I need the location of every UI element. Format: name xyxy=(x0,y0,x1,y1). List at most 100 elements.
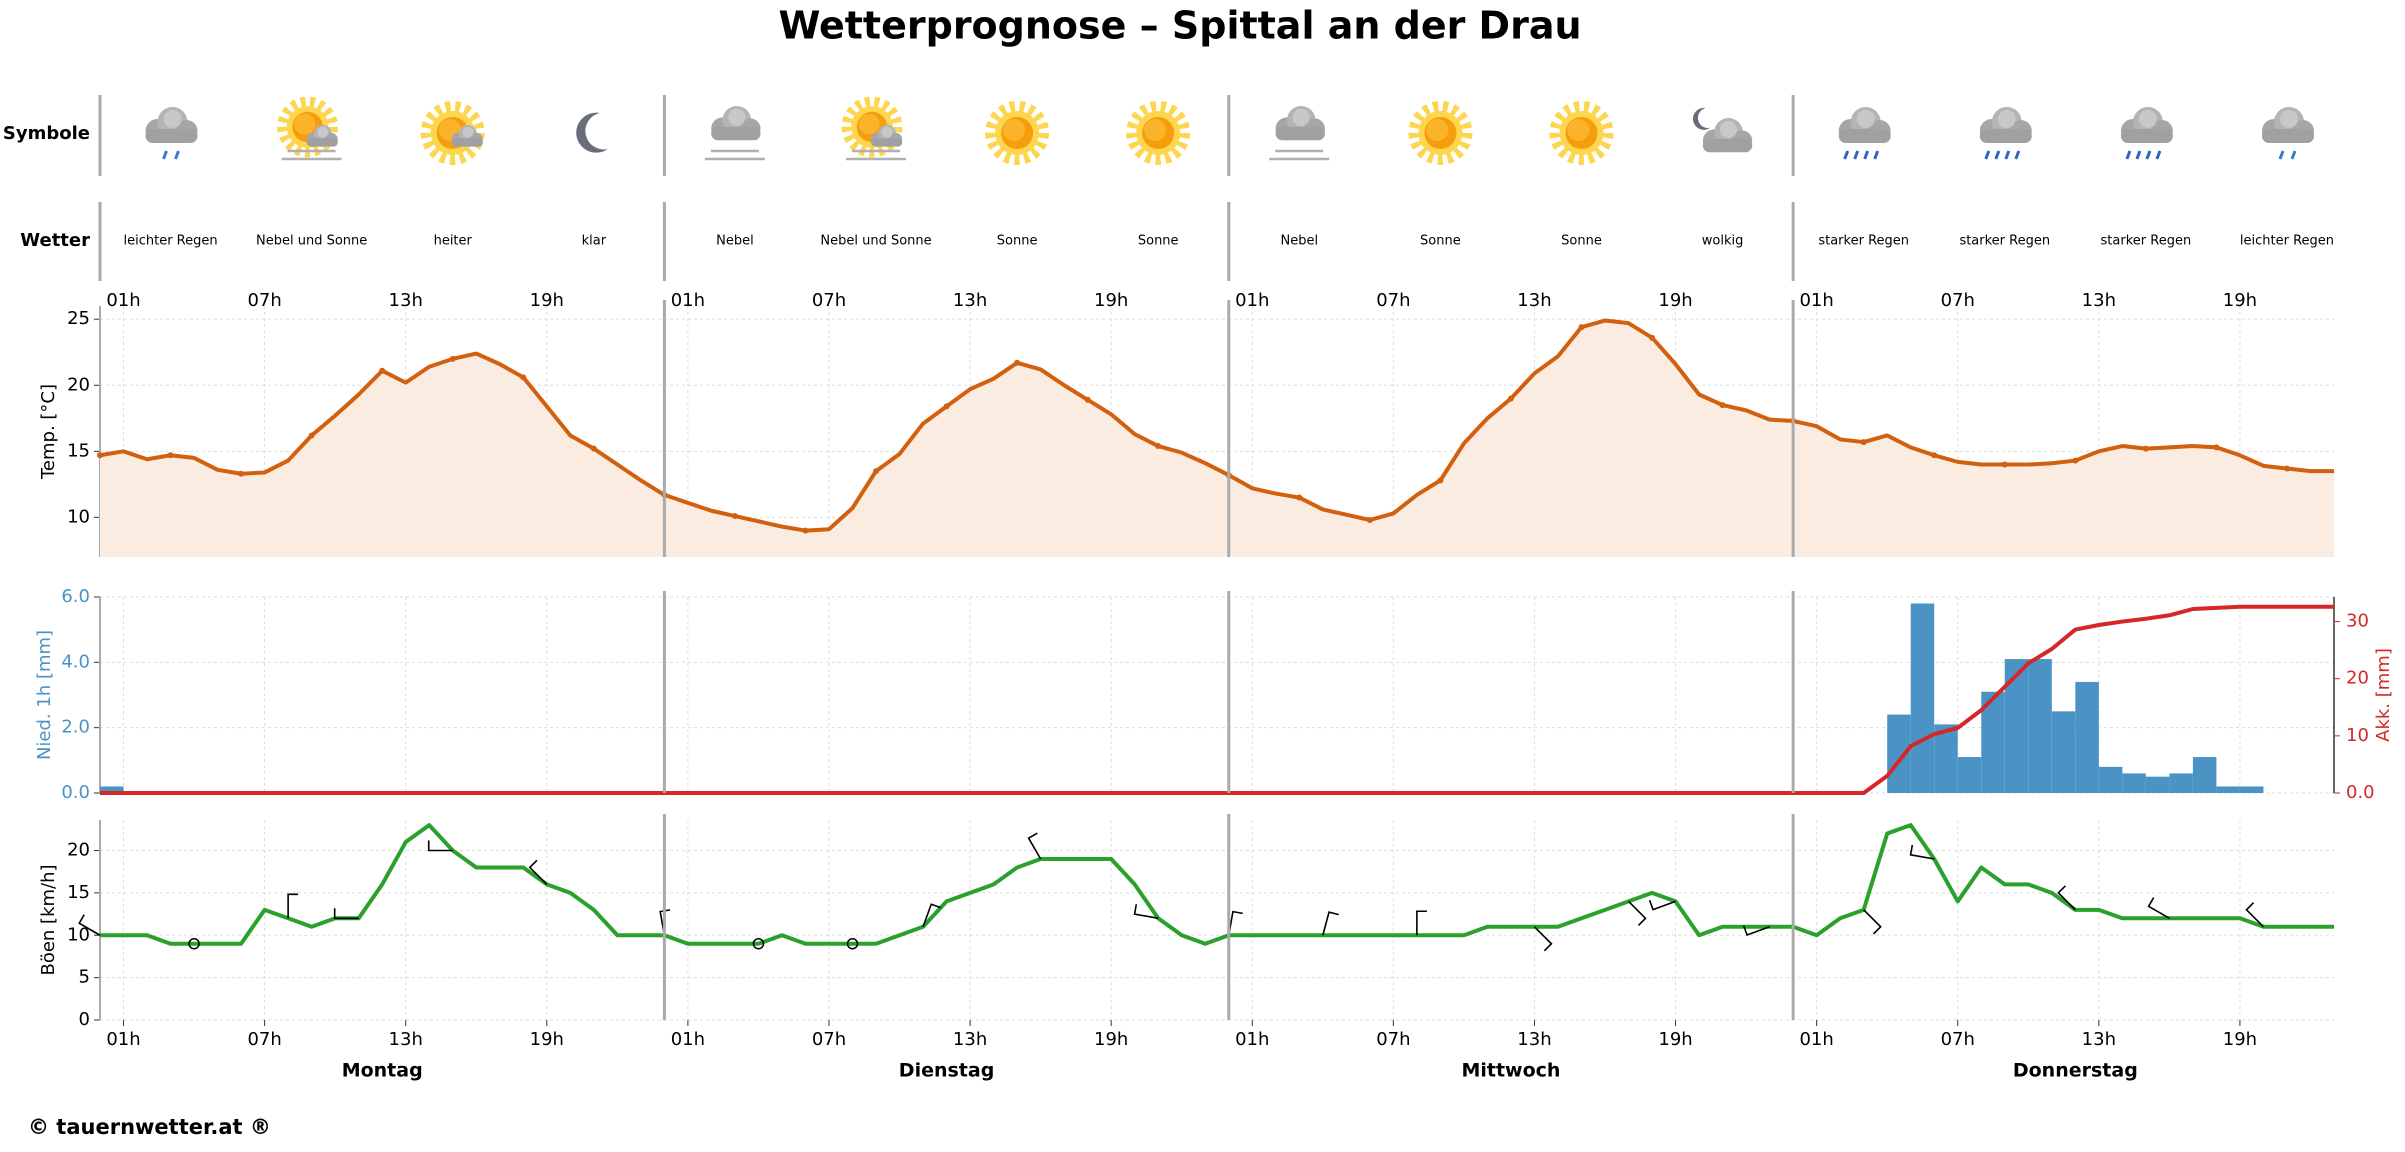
day-label: Montag xyxy=(342,1060,423,1082)
precip-bar xyxy=(100,786,124,793)
temp-dot xyxy=(873,468,880,475)
weather-label: Nebel und Sonne xyxy=(256,234,367,249)
y-tick-label: 15 xyxy=(67,440,90,461)
temp-dot xyxy=(308,432,315,439)
y2-tick-label: 0.0 xyxy=(2346,782,2375,803)
temp-dot xyxy=(1649,334,1656,341)
wind-barb xyxy=(1027,832,1042,860)
chart-title: Wetterprognose – Spittal an der Drau xyxy=(778,4,1581,48)
x-tick-label: 19h xyxy=(530,290,564,311)
temp-dot xyxy=(1084,396,1091,403)
panel: 0 5 10 15 20 Böen [km/h] 01h 07h 13h 19h 01h 07h 13h… xyxy=(38,814,2334,1050)
day-label: Mittwoch xyxy=(1461,1060,1560,1082)
x-tick-label: 19h xyxy=(530,1029,564,1050)
wind-barb xyxy=(1322,911,1339,936)
temp-dot xyxy=(2213,444,2220,451)
precip-bar xyxy=(2004,659,2029,793)
weather-icon xyxy=(282,102,342,159)
y-axis-label: Böen [km/h] xyxy=(38,864,59,975)
x-tick-label: 01h xyxy=(671,1029,705,1050)
wind-barb xyxy=(1416,910,1427,936)
x-tick-label: 01h xyxy=(671,290,705,311)
temp-dot xyxy=(1014,359,1021,366)
wind-barb xyxy=(1742,925,1770,937)
weather-label: Nebel xyxy=(1281,234,1319,249)
weather-label: starker Regen xyxy=(1959,234,2050,249)
x-tick-label: 13h xyxy=(389,290,423,311)
x-tick-label: 01h xyxy=(106,1029,140,1050)
y-tick-label: 0 xyxy=(79,1009,90,1030)
weather-icon xyxy=(146,107,198,159)
precip-bar xyxy=(1887,714,1911,793)
y-tick-label: 15 xyxy=(67,882,90,903)
y-tick-label: 6.0 xyxy=(61,586,90,607)
wind-barb xyxy=(922,903,941,928)
temp-dot xyxy=(2072,457,2079,464)
precip-bar xyxy=(2075,681,2099,793)
wind-barb xyxy=(1909,844,1935,860)
temp-dot xyxy=(590,445,597,452)
day-label: Dienstag xyxy=(899,1060,995,1082)
x-tick-label: 01h xyxy=(106,290,140,311)
weather-label: leichter Regen xyxy=(123,234,217,249)
weather-icon xyxy=(1269,106,1329,159)
precip-bar xyxy=(2216,786,2240,793)
y2-tick-label: 10 xyxy=(2346,725,2369,746)
panel: 10 15 20 25 Temp. [°C] xyxy=(38,300,2334,557)
wind-calm xyxy=(846,937,859,950)
wind-barb xyxy=(1133,904,1159,920)
precip-bar xyxy=(2098,766,2123,793)
weather-label: heiter xyxy=(434,234,473,249)
x-tick-label: 13h xyxy=(953,1029,987,1050)
precip-bar xyxy=(1910,603,1935,793)
weather-label: starker Regen xyxy=(1818,234,1909,249)
y-tick-label: 0.0 xyxy=(61,782,90,803)
y-tick-label: 4.0 xyxy=(61,651,90,672)
x-tick-label: 01h xyxy=(1235,1029,1269,1050)
wind-calm xyxy=(752,937,765,950)
precip-bar xyxy=(2239,786,2264,793)
temp-dot xyxy=(802,527,809,534)
temp-dot xyxy=(1366,517,1373,524)
temp-dot xyxy=(1719,402,1726,409)
temp-dot xyxy=(1578,324,1585,331)
wind-barb xyxy=(2245,902,2265,928)
wind-barb xyxy=(1533,926,1553,952)
wind-barb xyxy=(287,893,299,919)
y2-axis-label: Akk. [mm] xyxy=(2373,648,2394,742)
x-tick-label: 01h xyxy=(1799,1029,1833,1050)
weather-icon xyxy=(991,107,1043,159)
weather-label: Sonne xyxy=(1138,234,1179,249)
weather-icon xyxy=(1414,107,1466,159)
y-axis-label: Nied. 1h [mm] xyxy=(34,630,55,760)
wind-barb xyxy=(427,840,453,852)
x-tick-label: 13h xyxy=(1517,1029,1551,1050)
wind-barb xyxy=(2147,897,2170,919)
x-tick-label: 07h xyxy=(247,290,281,311)
weather-label: Nebel und Sonne xyxy=(820,234,931,249)
weather-label: klar xyxy=(582,234,607,249)
x-tick-label: 19h xyxy=(1094,290,1128,311)
x-tick-label: 13h xyxy=(953,290,987,311)
x-tick-label: 19h xyxy=(1658,290,1692,311)
wind-calm xyxy=(188,937,200,950)
y-axis-label: Temp. [°C] xyxy=(38,384,59,480)
y-tick-label: 20 xyxy=(67,840,90,861)
wind-barb xyxy=(78,914,101,936)
precip-bar xyxy=(2192,757,2217,793)
weather-icon xyxy=(2121,107,2173,159)
precip-bar xyxy=(2169,773,2193,793)
temp-dot xyxy=(943,403,950,410)
x-tick-label: 13h xyxy=(1517,290,1551,311)
precip-bar xyxy=(2145,776,2170,793)
temp-dot xyxy=(1860,439,1867,446)
weather-icon xyxy=(1693,108,1752,152)
weather-icon xyxy=(705,106,765,159)
x-tick-label: 01h xyxy=(1799,290,1833,311)
y2-tick-label: 20 xyxy=(2346,668,2369,689)
weather-label: leichter Regen xyxy=(2240,234,2334,249)
weather-icon xyxy=(846,102,906,159)
y-tick-label: 2.0 xyxy=(61,717,90,738)
footer: © tauernwetter.at ® xyxy=(28,1115,271,1139)
x-tick-label: 19h xyxy=(1658,1029,1692,1050)
